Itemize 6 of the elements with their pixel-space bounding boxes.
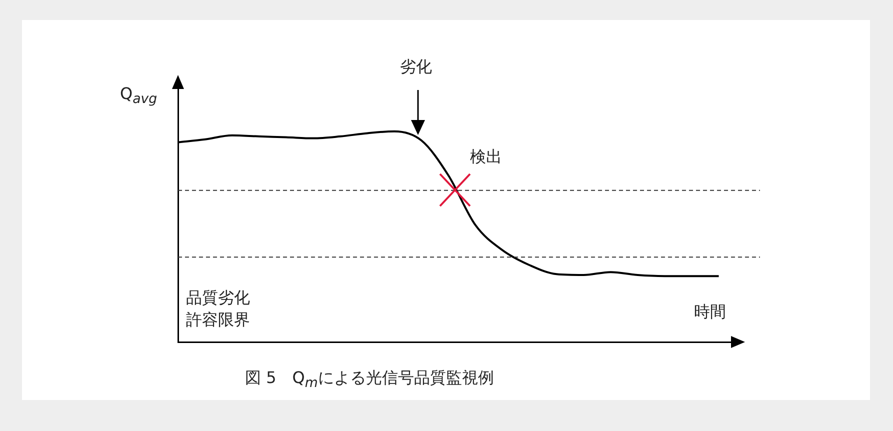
- annotation: 検出: [470, 146, 502, 168]
- x-axis-title: 時間: [694, 302, 726, 323]
- text: 図 5 Q$_{m}$による光信号品質監視例: [245, 368, 494, 392]
- annotation: 品質劣化許容限界: [186, 287, 251, 331]
- text: 劣化: [400, 56, 432, 78]
- y-axis-title: Q$_{avg}$: [120, 84, 158, 108]
